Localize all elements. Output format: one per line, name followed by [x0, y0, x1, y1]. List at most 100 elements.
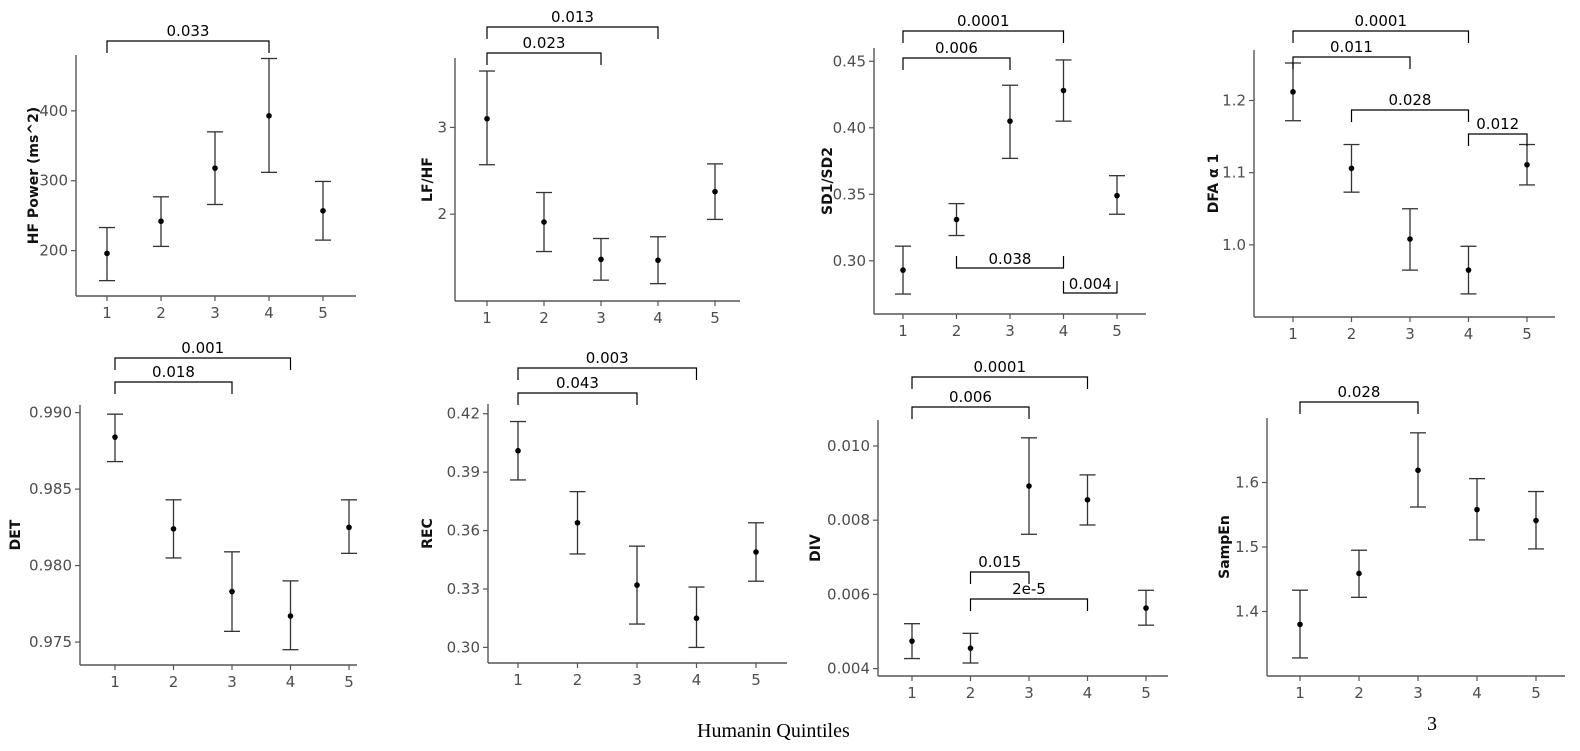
y-tick-label: 0.35 — [833, 185, 866, 203]
y-tick-label: 200 — [39, 242, 68, 260]
mean-point — [753, 549, 759, 555]
x-tick-label: 2 — [966, 684, 976, 702]
x-tick-label: 2 — [156, 304, 166, 322]
mean-point — [212, 165, 218, 171]
p-value-label: 0.011 — [1330, 38, 1373, 56]
p-value-label: 0.003 — [586, 349, 629, 367]
mean-point — [655, 257, 661, 263]
x-tick-label: 5 — [751, 671, 761, 689]
significance-bracket — [912, 407, 1029, 419]
y-axis-label: DET — [8, 519, 24, 550]
y-tick-label: 1.5 — [1235, 538, 1259, 556]
y-tick-label: 0.008 — [827, 511, 870, 529]
mean-point — [1349, 166, 1355, 172]
mean-point — [909, 638, 915, 644]
p-value-label: 0.0001 — [1355, 12, 1408, 30]
x-tick-label: 3 — [210, 304, 220, 322]
x-tick-label: 4 — [692, 671, 702, 689]
mean-point — [1290, 89, 1296, 95]
y-tick-label: 0.980 — [29, 557, 72, 575]
mean-point — [112, 434, 118, 440]
y-axis-label: DIV — [808, 534, 824, 562]
p-value-label: 0.038 — [989, 250, 1032, 268]
mean-point — [968, 645, 974, 651]
x-tick-label: 5 — [1531, 684, 1541, 702]
y-tick-label: 1.6 — [1235, 474, 1259, 492]
x-tick-label: 5 — [1522, 325, 1532, 343]
y-tick-label: 0.33 — [447, 580, 480, 598]
panel-4: 1.01.11.21 2 3 4 5DFA α 10.0110.00010.0280.0… — [1206, 12, 1555, 343]
p-value-label: 0.0001 — [957, 12, 1010, 30]
x-tick-label: 4 — [286, 673, 296, 691]
p-value-label: 0.028 — [1338, 383, 1381, 401]
p-value-label: 0.0001 — [974, 358, 1027, 376]
y-tick-label: 0.004 — [827, 660, 870, 678]
mean-point — [1026, 483, 1032, 489]
x-tick-label: 1 — [907, 684, 917, 702]
significance-bracket — [115, 382, 232, 394]
y-tick-label: 0.010 — [827, 437, 870, 455]
y-tick-label: 0.30 — [447, 638, 480, 656]
mean-point — [598, 257, 604, 263]
mean-point — [515, 448, 521, 454]
y-tick-label: 1.2 — [1222, 92, 1246, 110]
x-tick-label: 4 — [653, 309, 663, 327]
significance-bracket — [115, 358, 291, 370]
mean-point — [1085, 497, 1091, 503]
p-value-label: 0.013 — [551, 8, 594, 26]
x-tick-label: 5 — [318, 304, 328, 322]
x-tick-label: 3 — [1024, 684, 1034, 702]
panel-2: 2 3 1 2 3 4 5 LF/HF 0.023 0.013 — [420, 8, 740, 327]
x-tick-label: 5 — [1141, 684, 1151, 702]
mean-point — [634, 582, 640, 588]
y-axis-label: LF/HF — [420, 157, 436, 202]
p-value-label: 2e-5 — [1012, 580, 1046, 598]
significance-bracket — [518, 368, 697, 380]
x-tick-label: 3 — [632, 671, 642, 689]
x-tick-label: 4 — [1083, 684, 1093, 702]
x-tick-label: 2 — [169, 673, 179, 691]
mean-point — [346, 525, 352, 531]
mean-point — [712, 189, 718, 195]
panel-3: 0.30 0.35 0.40 0.45 1 2 3 4 5 SD1/SD2 0.006 0.0001 0… — [820, 12, 1146, 340]
mean-point — [694, 615, 700, 621]
p-value-label: 0.006 — [949, 388, 992, 406]
panel-5: 0.975 0.980 0.985 0.990 1 2 3 4 5 DET 0.018 0.001 — [8, 339, 357, 691]
y-tick-label: 0.39 — [447, 463, 480, 481]
mean-point — [229, 589, 235, 595]
mean-point — [541, 219, 547, 225]
mean-point — [1114, 193, 1120, 199]
y-tick-label: 0.985 — [29, 480, 72, 498]
significance-bracket — [518, 393, 637, 405]
x-tick-label: 4 — [1464, 325, 1474, 343]
x-tick-label: 2 — [1347, 325, 1357, 343]
y-tick-label: 0.42 — [447, 405, 480, 423]
y-tick-label: 2 — [437, 205, 447, 223]
y-tick-label: 1.4 — [1235, 603, 1259, 621]
p-value-label: 0.023 — [523, 34, 566, 52]
y-axis-label: SD1/SD2 — [820, 147, 836, 215]
x-tick-label: 4 — [1472, 684, 1482, 702]
x-tick-label: 3 — [596, 309, 606, 327]
significance-bracket — [1352, 110, 1469, 122]
mean-point — [266, 113, 272, 119]
mean-point — [1533, 518, 1539, 524]
p-value-label: 0.043 — [556, 374, 599, 392]
y-tick-label: 3 — [437, 118, 447, 136]
p-value-label: 0.006 — [935, 39, 978, 57]
x-tick-label: 1 — [482, 309, 492, 327]
mean-point — [1474, 507, 1480, 513]
mean-point — [1061, 88, 1067, 94]
p-value-label: 0.028 — [1389, 91, 1432, 109]
x-tick-label: 4 — [264, 304, 274, 322]
x-tick-label: 3 — [1405, 325, 1415, 343]
x-tick-label: 3 — [1413, 684, 1423, 702]
x-tick-label: 2 — [573, 671, 583, 689]
mean-point — [1466, 267, 1472, 273]
mean-point — [954, 217, 960, 223]
mean-point — [158, 218, 164, 224]
y-tick-label: 0.40 — [833, 119, 866, 137]
y-tick-label: 0.30 — [833, 252, 866, 270]
x-tick-label: 3 — [1005, 322, 1015, 340]
panel-7: 0.004 0.006 0.008 0.010 1 2 3 4 5 DIV 0.006 0.0001 0… — [808, 358, 1168, 702]
